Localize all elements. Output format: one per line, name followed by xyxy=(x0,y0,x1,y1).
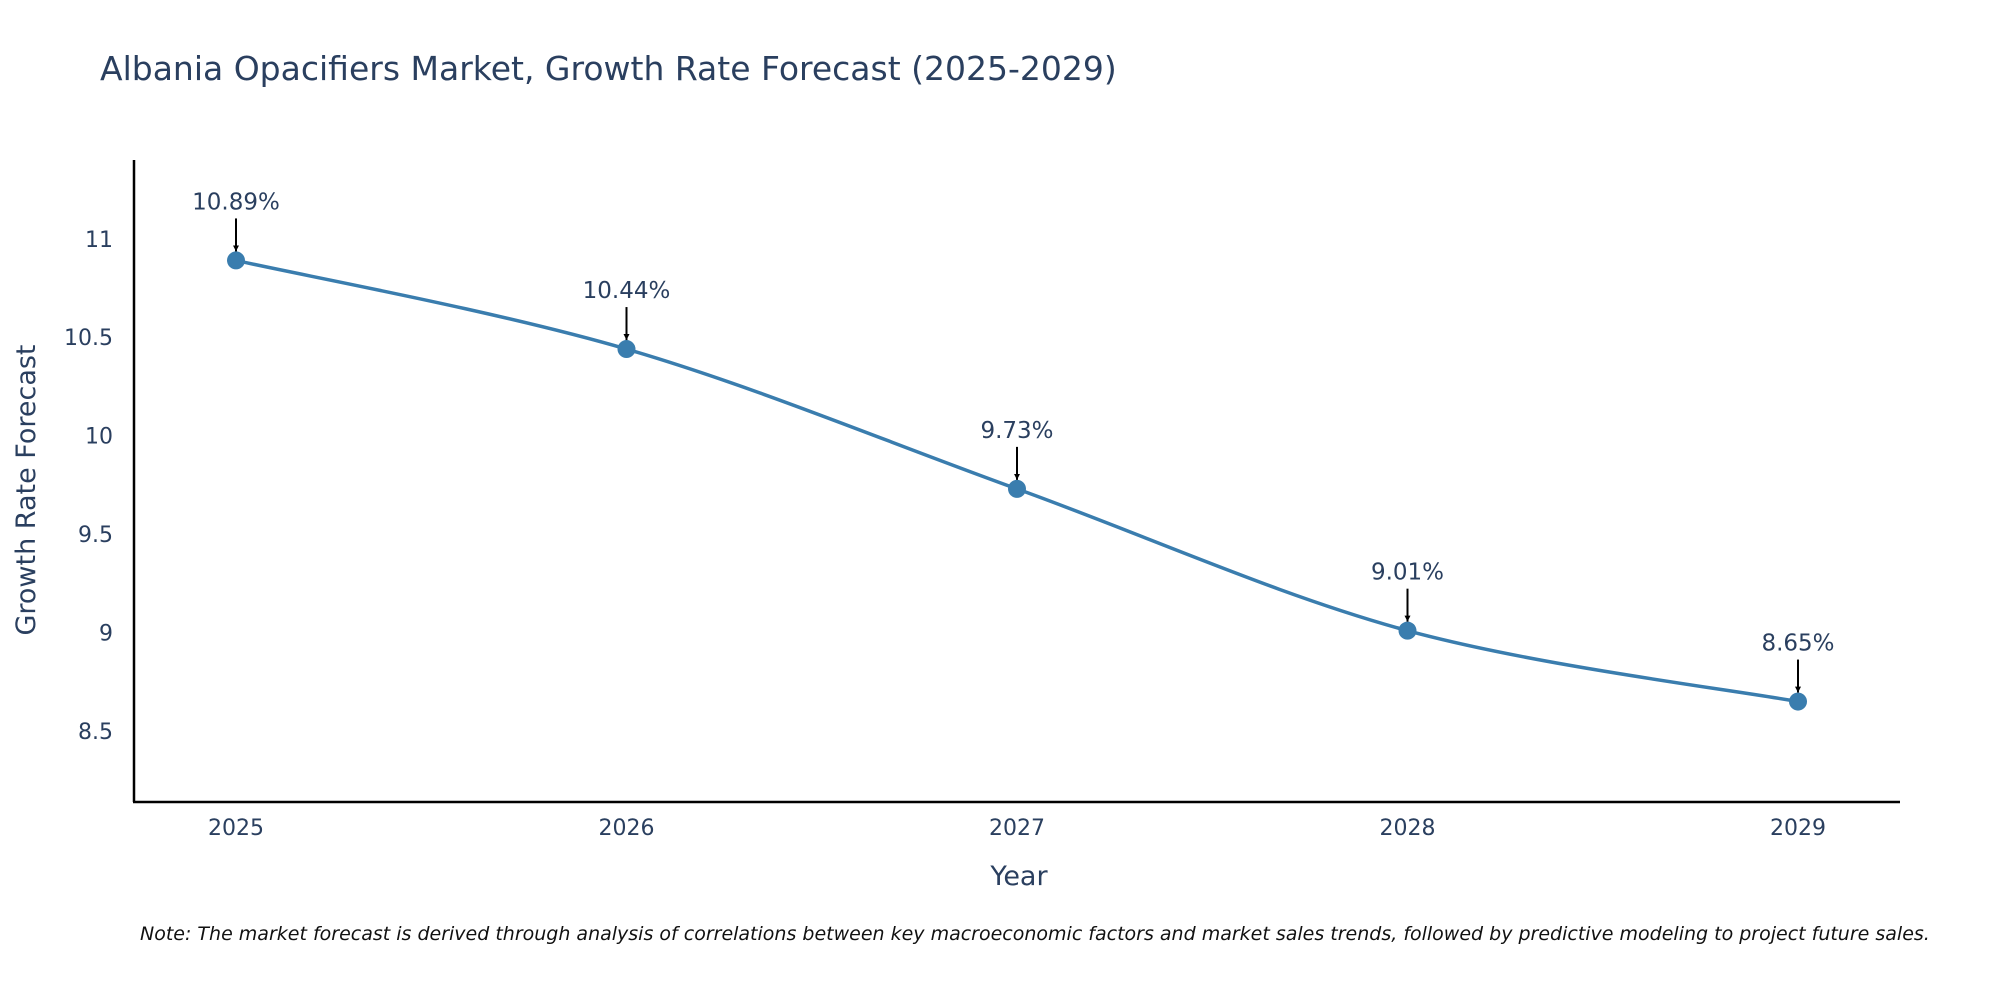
y-tick-label: 8.5 xyxy=(78,720,113,745)
y-axis-ticks: 8.5 9 9.5 10 10.5 11 xyxy=(64,228,113,745)
y-axis-title: Growth Rate Forecast xyxy=(11,344,42,635)
data-label: 9.73% xyxy=(980,418,1053,444)
data-label: 10.89% xyxy=(192,189,280,215)
data-label: 9.01% xyxy=(1371,560,1444,586)
data-label: 10.44% xyxy=(583,278,671,304)
data-point-2026 xyxy=(617,340,636,359)
y-tick-label: 9 xyxy=(99,622,113,647)
x-tick-label: 2025 xyxy=(208,816,264,841)
y-tick-label: 10.5 xyxy=(64,326,113,351)
footnote: Note: The market forecast is derived thr… xyxy=(140,923,1930,945)
x-tick-label: 2028 xyxy=(1380,816,1436,841)
y-tick-label: 10 xyxy=(85,425,113,450)
x-tick-label: 2029 xyxy=(1770,816,1826,841)
chart-title: Albania Opacifiers Market, Growth Rate F… xyxy=(100,49,1117,88)
data-point-2027 xyxy=(1008,479,1026,498)
data-points xyxy=(227,251,1807,711)
y-tick-label: 11 xyxy=(85,228,113,253)
x-axis-ticks: 2025 2026 2027 2028 2029 xyxy=(208,816,1826,841)
data-point-2025 xyxy=(227,251,245,270)
x-axis-title: Year xyxy=(989,861,1048,892)
y-tick-label: 9.5 xyxy=(78,523,113,548)
data-point-2029 xyxy=(1789,692,1807,711)
x-tick-label: 2027 xyxy=(989,816,1045,841)
data-point-2028 xyxy=(1398,621,1417,640)
data-annotations: 10.89% 10.44% 9.73% 9.01% 8.65% xyxy=(192,189,1835,693)
data-label: 8.65% xyxy=(1761,631,1834,657)
x-tick-label: 2026 xyxy=(599,816,655,841)
